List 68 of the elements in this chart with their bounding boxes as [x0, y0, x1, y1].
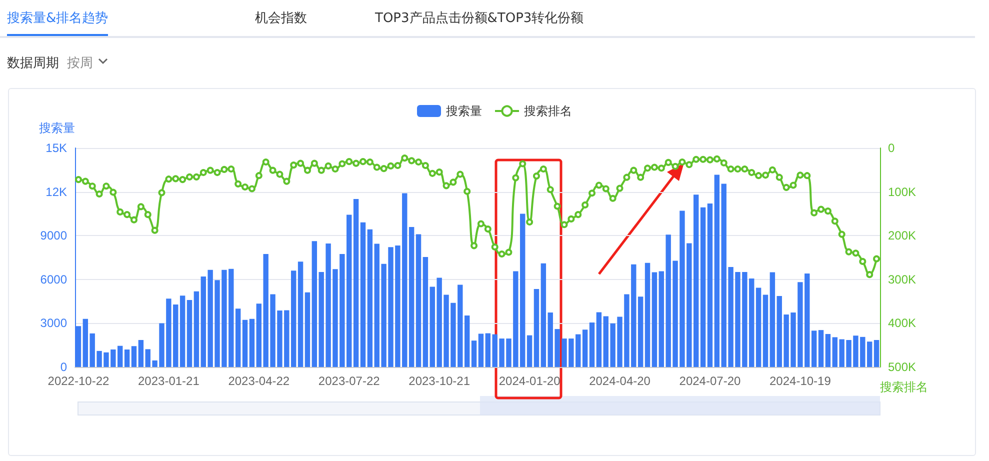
- bar: [582, 330, 588, 367]
- bar: [825, 334, 831, 367]
- bar: [304, 292, 310, 367]
- y2-tick-label: 0: [888, 141, 895, 155]
- bar: [707, 203, 713, 367]
- y2-axis-title: 搜索排名: [880, 380, 928, 394]
- bar: [194, 291, 200, 367]
- text: 搜索量&排名趋势: [7, 9, 108, 36]
- bar: [131, 346, 137, 367]
- bar: [124, 349, 130, 367]
- x-tick-label: 2024-04-20: [589, 374, 651, 388]
- bar: [714, 174, 720, 367]
- bar: [367, 229, 373, 367]
- bar: [353, 198, 359, 367]
- y-tick-label: 15K: [46, 141, 67, 155]
- y-tick-label: 9000: [40, 228, 68, 243]
- y-axis-title: 搜索量: [39, 121, 75, 135]
- bar: [478, 334, 484, 367]
- y-tick-label: 0: [60, 360, 68, 374]
- x-tick-label: 2023-01-21: [138, 374, 200, 388]
- bar: [526, 335, 532, 367]
- bar: [762, 294, 768, 367]
- text: 数据周期: [7, 56, 59, 71]
- x-tick-label: 2023-10-21: [408, 374, 470, 388]
- y2-tick-label: 400K: [888, 316, 916, 330]
- bar: [422, 257, 428, 367]
- x-tick-label: 2023-07-22: [318, 374, 380, 388]
- y2-tick-label: 200K: [888, 228, 916, 243]
- bar: [186, 300, 192, 367]
- bar: [408, 226, 414, 367]
- bar: [416, 234, 422, 367]
- bar: [540, 263, 546, 367]
- bar: [652, 272, 658, 367]
- bar: [756, 288, 762, 367]
- bar: [138, 340, 144, 367]
- bar: [811, 330, 817, 367]
- bar: [596, 312, 602, 367]
- bar: [589, 322, 595, 367]
- bar: [700, 207, 706, 367]
- y2-tick-label: 300K: [888, 272, 916, 286]
- bar: [644, 262, 650, 367]
- bar: [471, 340, 477, 367]
- legend-label: 搜索排名: [524, 104, 572, 118]
- y-tick-label: 6000: [40, 272, 68, 286]
- y2-tick-label: 500K: [888, 360, 916, 374]
- bar: [298, 262, 304, 367]
- x-tick-label: 2023-04-22: [228, 374, 290, 388]
- y-tick-label: 12K: [46, 184, 67, 199]
- bar: [360, 222, 366, 367]
- text: TOP3产品点击份额&TOP3转化份额: [375, 10, 584, 27]
- y-tick-label: 3000: [40, 316, 68, 330]
- bar: [242, 320, 248, 367]
- bar: [235, 308, 241, 367]
- bar: [312, 241, 318, 367]
- bar: [249, 318, 255, 367]
- legend-label: 搜索量: [446, 104, 482, 118]
- bar: [180, 296, 186, 367]
- y2-tick-label: 100K: [888, 184, 916, 199]
- bar: [534, 289, 540, 367]
- bar: [638, 296, 644, 367]
- bar: [874, 340, 880, 367]
- text: 机会指数: [255, 10, 307, 27]
- bar: [818, 330, 824, 367]
- x-tick-label: 2024-07-20: [679, 374, 741, 388]
- x-tick-label: 2024-10-19: [770, 374, 832, 388]
- text: 按周: [67, 56, 93, 71]
- x-tick-label: 2022-10-22: [48, 374, 110, 388]
- bar: [770, 272, 776, 367]
